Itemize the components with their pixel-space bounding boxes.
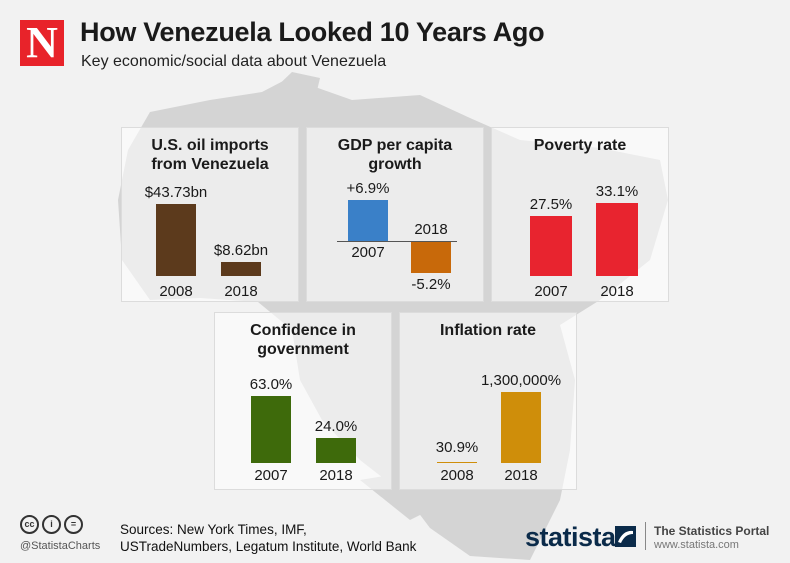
category-label-2018: 2018 xyxy=(224,283,258,300)
panel-inflation-rate: Inflation rate 30.9% 1,300,000% 2008 201… xyxy=(399,312,577,490)
bar-inflation-2008 xyxy=(437,462,477,463)
newsweek-logo: N xyxy=(20,20,64,66)
bar-oil-2018 xyxy=(221,261,261,276)
panel-title: Inflation rate xyxy=(439,322,536,339)
creative-commons-icon: cc xyxy=(20,515,39,534)
panel-title: U.S. oil imports from Venezuela xyxy=(151,137,269,173)
category-label-2018: 2018 xyxy=(600,283,634,300)
bar-poverty-2007 xyxy=(530,215,572,276)
value-label-confidence-2018: 24.0% xyxy=(314,417,358,435)
category-label-2018: 2018 xyxy=(414,221,448,238)
category-label-2018: 2018 xyxy=(504,467,538,484)
value-label-gdp-2007: +6.9% xyxy=(346,179,390,197)
panel-title: GDP per capita growth xyxy=(337,137,453,173)
panel-title: Poverty rate xyxy=(533,137,627,154)
bar-gdp-2007 xyxy=(348,199,388,241)
page-title: How Venezuela Looked 10 Years Ago xyxy=(80,17,545,47)
attribution-icon: i xyxy=(42,515,61,534)
panel-oil-imports: U.S. oil imports from Venezuela $43.73bn… xyxy=(121,127,299,302)
panel-gdp-growth: GDP per capita growth +6.9% -5.2% 2007 2… xyxy=(306,127,484,302)
statista-wordmark: statista xyxy=(525,522,616,552)
category-label-2007: 2007 xyxy=(351,244,385,261)
value-label-gdp-2018: -5.2% xyxy=(411,276,451,294)
statista-handle: @StatistaCharts xyxy=(20,540,101,552)
value-label-oil-2008: $43.73bn xyxy=(144,184,208,202)
footer-divider xyxy=(645,522,646,550)
bar-gdp-2018 xyxy=(411,242,451,274)
value-label-confidence-2007: 63.0% xyxy=(249,376,293,394)
value-label-inflation-2018: 1,300,000% xyxy=(480,372,562,389)
zero-axis xyxy=(337,241,457,242)
bar-oil-2008 xyxy=(156,204,196,276)
category-label-2007: 2007 xyxy=(534,283,568,300)
bar-poverty-2018 xyxy=(596,203,638,276)
sources-text: Sources: New York Times, IMF, USTradeNum… xyxy=(120,522,417,554)
category-label-2008: 2008 xyxy=(159,283,193,300)
category-label-2007: 2007 xyxy=(254,467,288,484)
bar-inflation-2018 xyxy=(501,392,541,463)
value-label-poverty-2018: 33.1% xyxy=(595,183,639,201)
panel-title: Confidence in government xyxy=(250,322,356,358)
page-subtitle: Key economic/social data about Venezuela xyxy=(81,53,387,70)
panel-confidence-government: Confidence in government 63.0% 24.0% 200… xyxy=(214,312,392,490)
category-label-2018: 2018 xyxy=(319,467,353,484)
statistics-portal-label: The Statistics Portal xyxy=(654,524,770,538)
license-icons: cc i = xyxy=(20,514,86,534)
statista-url: www.statista.com xyxy=(654,539,739,551)
panel-poverty-rate: Poverty rate 27.5% 33.1% 2007 2018 xyxy=(491,127,669,302)
value-label-oil-2018: $8.62bn xyxy=(213,241,269,259)
bar-confidence-2018 xyxy=(316,437,356,463)
statista-logo-icon xyxy=(615,526,636,547)
value-label-inflation-2008: 30.9% xyxy=(435,439,479,456)
bar-confidence-2007 xyxy=(251,396,291,463)
value-label-poverty-2007: 27.5% xyxy=(529,195,573,213)
no-derivatives-icon: = xyxy=(64,515,83,534)
category-label-2008: 2008 xyxy=(440,467,474,484)
